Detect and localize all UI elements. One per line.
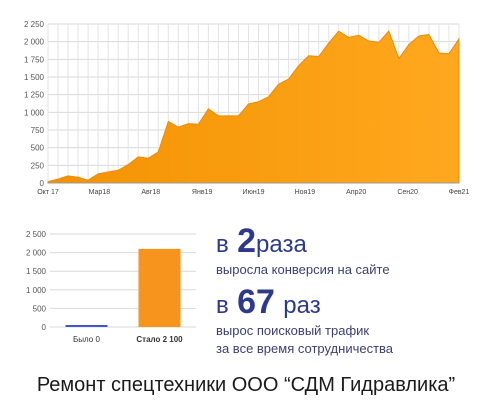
stat-traffic-prefix: в: [216, 292, 229, 319]
stats-panel: в 2раза выросла конверсия на сайте в 67 …: [216, 224, 488, 357]
x-tick-label: Ноя19: [295, 189, 316, 196]
bar-category-label: Было 0: [73, 335, 100, 344]
conversion-bar-chart: 0 500 1 000 1 500 2 000 2 500 Было 0 Стало 2 10…: [26, 230, 196, 344]
x-tick-label: Мар18: [89, 189, 111, 196]
y-tick-label: 1 750: [24, 55, 45, 64]
stat-traffic-description-line2: за все время сотрудничества: [216, 341, 394, 356]
stat-conversion-suffix: раза: [256, 231, 307, 258]
bar-y-tick-label: 500: [33, 304, 47, 313]
y-tick-label: 1 500: [24, 73, 45, 82]
x-tick-label: Апр20: [346, 189, 366, 196]
y-tick-label: 2 000: [24, 38, 45, 47]
area-series: [47, 30, 460, 184]
stat-traffic-suffix: раз: [283, 292, 321, 319]
stat-conversion-prefix: в: [216, 231, 229, 258]
x-tick-label: Авг18: [141, 189, 160, 196]
stat-traffic-headline: в 67 раз: [216, 285, 488, 321]
bar: [138, 248, 181, 327]
x-tick-label: Сен20: [397, 189, 418, 196]
stat-conversion-number: 2: [237, 222, 257, 260]
y-tick-label: 2 250: [24, 20, 45, 29]
page-caption: Ремонт спецтехники ООО “СДМ Гидравлика”: [36, 374, 456, 396]
x-tick-label: Янв19: [192, 189, 213, 196]
bar: [65, 325, 108, 327]
y-tick-label: 1 250: [24, 91, 45, 100]
bar-category-label: Стало 2 100: [136, 335, 183, 344]
y-tick-label: 250: [31, 161, 45, 170]
x-tick-label: Окт 17: [37, 189, 59, 196]
stat-conversion-headline: в 2раза: [216, 224, 488, 260]
bar-y-tick-label: 0: [42, 323, 47, 332]
bar-y-tick-label: 1 000: [26, 286, 47, 295]
x-tick-label: Фев21: [449, 189, 470, 196]
x-tick-label: Июн19: [243, 189, 265, 196]
y-tick-label: 1 000: [24, 108, 45, 117]
stat-conversion-description: выросла конверсия на сайте: [216, 262, 390, 277]
y-tick-label: 0: [40, 179, 45, 188]
y-tick-label: 500: [31, 144, 45, 153]
bar-y-tick-label: 1 500: [26, 267, 47, 276]
bar-y-tick-label: 2 000: [26, 249, 47, 258]
traffic-area-chart: 0 250 500 750 1 000 1 250 1 500 1 750 2 000 2 250…: [24, 20, 470, 196]
stat-traffic-number: 67: [237, 283, 275, 321]
bar-y-tick-label: 2 500: [26, 230, 47, 239]
y-tick-label: 750: [31, 126, 45, 135]
stat-traffic-description-line1: вырос поисковый трафик: [216, 323, 370, 338]
